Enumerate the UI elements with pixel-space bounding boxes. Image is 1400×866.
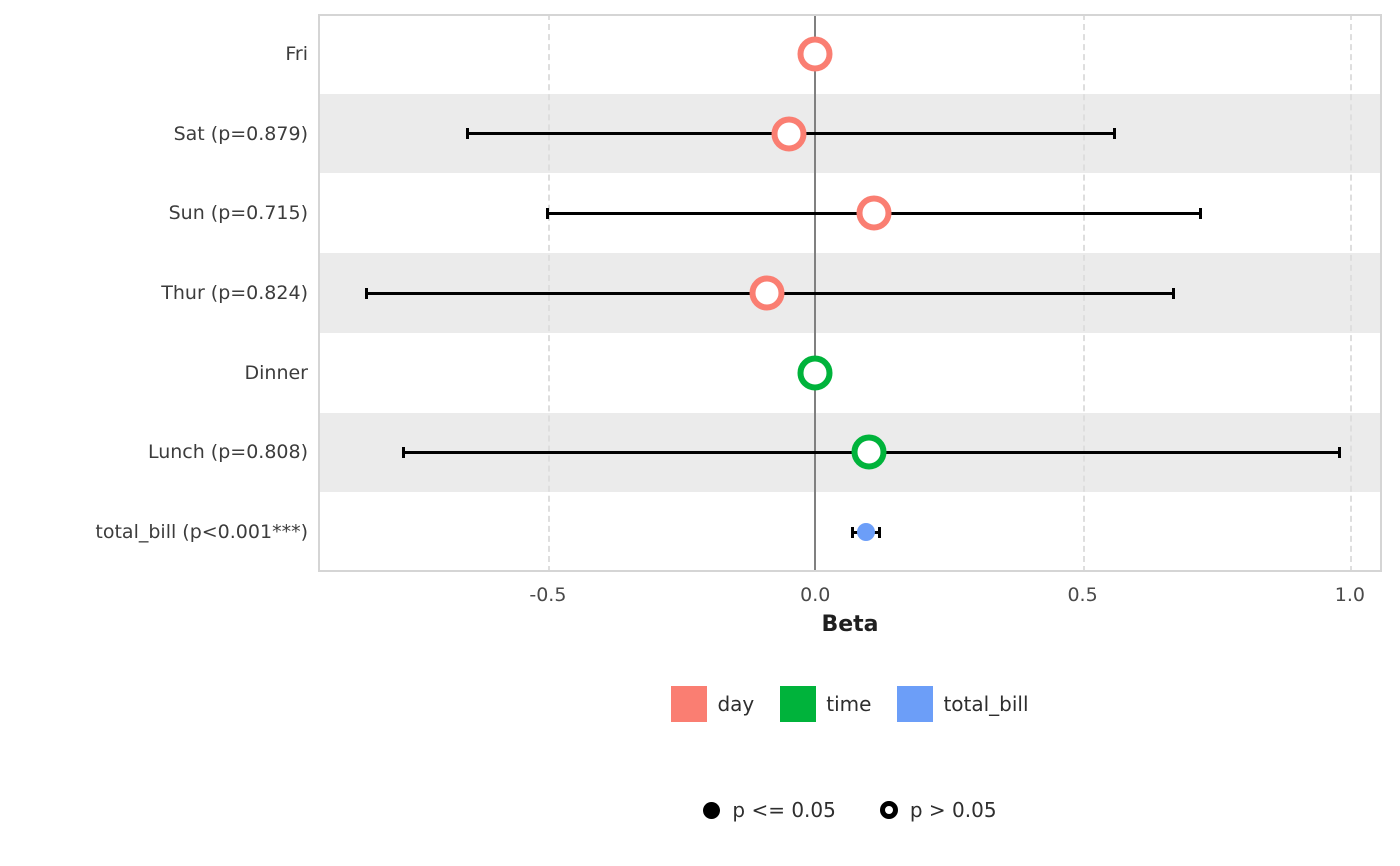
data-point [771, 116, 806, 152]
y-axis-label: Thur (p=0.824) [161, 282, 308, 304]
data-point [797, 36, 833, 72]
error-bar-cap-left [364, 287, 368, 299]
legend-label: time [826, 692, 872, 716]
y-axis-label: total_bill (p<0.001***) [95, 521, 308, 544]
error-bar-cap-left [402, 446, 406, 458]
data-point [851, 434, 887, 470]
x-axis-tick-label: 0.5 [1067, 584, 1098, 606]
data-point [857, 523, 876, 542]
x-axis-tick-label: 0.0 [800, 584, 831, 606]
color-legend-item: total_bill [897, 686, 1029, 722]
error-bar-cap-right [1113, 128, 1117, 140]
plot-panel [318, 14, 1382, 572]
legend-label: total_bill [943, 692, 1029, 716]
shape-legend-label: p <= 0.05 [732, 798, 836, 822]
error-bar-cap-left [466, 128, 470, 140]
error-bar-cap-right [1171, 287, 1175, 299]
x-axis-title: Beta [821, 612, 879, 637]
color-legend-item: time [780, 686, 871, 722]
shape-legend-label: p > 0.05 [909, 798, 997, 822]
shape-legend: p <= 0.05 p > 0.05 [318, 798, 1382, 822]
y-axis-label: Lunch (p=0.808) [147, 441, 308, 464]
gridline [1349, 14, 1352, 572]
y-axis-label: Dinner [244, 361, 309, 384]
legend-swatch-icon [780, 686, 817, 722]
y-axis-labels: Fri Sat (p=0.879) Sun (p=0.715) Thur (p=0.8… [0, 0, 308, 600]
data-point [856, 195, 892, 231]
error-bar-cap-right [1337, 446, 1341, 458]
error-bar-cap-left [546, 207, 550, 219]
color-legend: day time total_bill [318, 686, 1382, 722]
x-axis-tick-label: -0.5 [529, 584, 567, 606]
data-point [797, 355, 833, 391]
filled-dot-icon [703, 801, 721, 819]
legend-swatch-icon [671, 686, 708, 722]
x-axis-tick-labels: -0.5 0.0 0.5 1.0 [529, 584, 1366, 606]
legend-label: day [717, 692, 755, 716]
data-point [749, 275, 785, 311]
y-axis-label: Fri [285, 42, 308, 65]
error-bar-cap-right [877, 526, 881, 538]
y-axis-label: Sat (p=0.879) [173, 122, 308, 145]
shape-legend-item: p > 0.05 [879, 798, 997, 822]
error-bar-cap-left [851, 526, 855, 538]
x-axis-tick-label: 1.0 [1334, 584, 1366, 606]
legend-swatch-icon [897, 686, 934, 722]
y-axis-label: Sun (p=0.715) [168, 202, 308, 225]
shape-legend-item: p <= 0.05 [703, 798, 836, 822]
open-dot-icon [879, 801, 898, 819]
error-bar-cap-right [1198, 207, 1202, 219]
color-legend-item: day [671, 686, 754, 722]
